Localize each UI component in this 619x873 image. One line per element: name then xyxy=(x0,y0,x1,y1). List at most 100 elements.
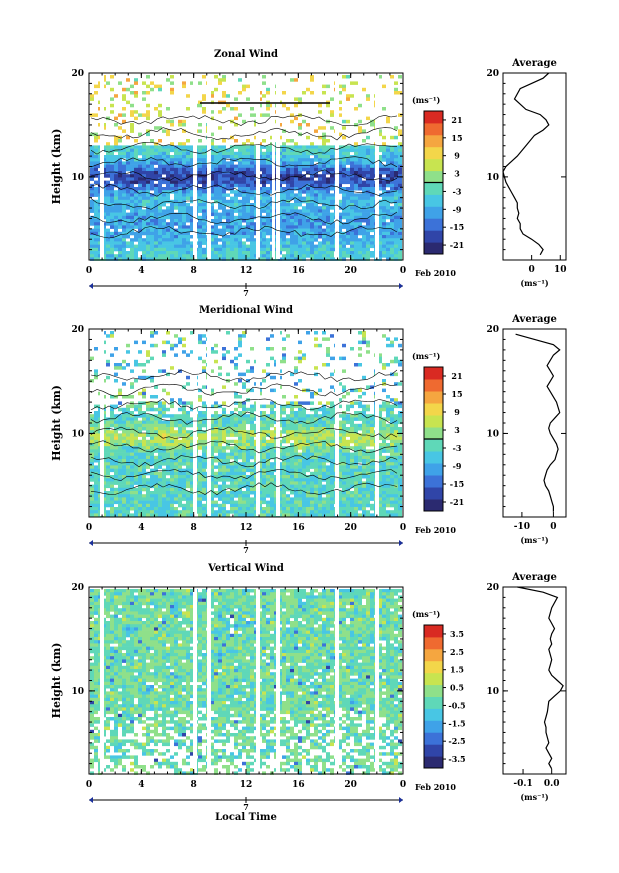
heatmap-cell xyxy=(158,113,162,117)
heatmap-cell xyxy=(394,196,398,201)
heatmap-cell xyxy=(318,183,322,188)
heatmap-cell xyxy=(318,446,322,450)
heatmap-cell xyxy=(134,81,138,85)
heatmap-cell xyxy=(386,446,390,450)
heatmap-cell xyxy=(346,241,350,245)
heatmap-cell xyxy=(186,241,190,245)
heatmap-cell xyxy=(134,199,138,204)
heatmap-cell xyxy=(186,209,190,213)
heatmap-cell xyxy=(330,215,334,220)
heatmap-cell xyxy=(378,359,382,364)
heatmap-cell xyxy=(246,235,250,239)
heatmap-cell xyxy=(266,187,270,191)
heatmap-cell xyxy=(390,398,394,402)
heatmap-cell xyxy=(362,145,366,149)
heatmap-cell xyxy=(358,228,362,233)
heatmap-cell xyxy=(158,439,162,444)
heatmap-cell xyxy=(366,97,370,101)
heatmap-cell xyxy=(122,113,126,117)
heatmap-cell xyxy=(246,420,250,425)
heatmap-cell xyxy=(234,241,238,245)
heatmap-cell xyxy=(354,167,358,172)
heatmap-cell xyxy=(330,145,334,149)
heatmap-cell xyxy=(262,420,266,425)
heatmap-cell xyxy=(166,244,170,249)
heatmap-cell xyxy=(378,411,382,415)
heatmap-cell xyxy=(130,241,134,245)
heatmap-cell xyxy=(306,180,310,185)
heatmap-cell xyxy=(326,465,330,469)
heatmap-cell xyxy=(338,228,342,233)
heatmap-cell xyxy=(226,241,230,245)
heatmap-cell xyxy=(166,247,170,252)
heatmap-cell xyxy=(250,177,254,181)
heatmap-cell xyxy=(382,84,386,89)
heatmap-cell xyxy=(198,446,202,450)
heatmap-cell xyxy=(290,407,294,412)
heatmap-cell xyxy=(134,203,138,207)
heatmap-cell xyxy=(354,196,358,201)
heatmap-cell xyxy=(202,254,206,258)
heatmap-cell xyxy=(142,363,146,367)
heatmap-cell xyxy=(246,446,250,450)
heatmap-cell xyxy=(286,180,290,185)
heatmap-cell xyxy=(370,180,374,185)
heatmap-cell xyxy=(202,238,206,242)
heatmap-cell xyxy=(182,420,186,425)
colorbar-swatch xyxy=(424,170,443,183)
heatmap-cell xyxy=(338,158,342,162)
heatmap-cell xyxy=(306,414,310,418)
heatmap-cell xyxy=(394,87,398,92)
heatmap-cell xyxy=(262,196,266,201)
heatmap-cell xyxy=(350,455,354,460)
heatmap-cell xyxy=(90,436,94,441)
heatmap-cell xyxy=(130,203,134,207)
heatmap-cell xyxy=(218,174,222,178)
heatmap-cell xyxy=(106,203,110,207)
heatmap-cell xyxy=(106,247,110,252)
heatmap-cell xyxy=(134,420,138,425)
heatmap-cell xyxy=(266,225,270,229)
heatmap-cell xyxy=(162,148,166,153)
heatmap-cell xyxy=(214,196,218,201)
heatmap-cell xyxy=(306,247,310,252)
heatmap-cell xyxy=(390,254,394,258)
heatmap-cell xyxy=(166,462,170,466)
heatmap-cell xyxy=(130,452,134,457)
heatmap-cell xyxy=(238,446,242,450)
heatmap-cell xyxy=(246,177,250,181)
heatmap-cell xyxy=(378,459,382,463)
heatmap-cell xyxy=(342,235,346,239)
heatmap-cell xyxy=(282,427,286,431)
heatmap-cell xyxy=(174,187,178,191)
heatmap-cell xyxy=(298,231,302,236)
heatmap-cell xyxy=(306,158,310,162)
heatmap-cell xyxy=(186,203,190,207)
heatmap-cell xyxy=(214,257,218,261)
heatmap-cell xyxy=(110,145,114,149)
heatmap-cell xyxy=(322,158,326,162)
heatmap-cell xyxy=(130,411,134,415)
heatmap-cell xyxy=(286,334,290,338)
heatmap-cell xyxy=(170,251,174,255)
heatmap-cell xyxy=(246,206,250,210)
heatmap-cell xyxy=(302,164,306,169)
heatmap-cell xyxy=(294,449,298,453)
heatmap-cell xyxy=(170,436,174,441)
heatmap-cell xyxy=(130,254,134,258)
heatmap-cell xyxy=(170,203,174,207)
heatmap-cell xyxy=(218,417,222,421)
heatmap-cell xyxy=(294,254,298,258)
heatmap-cell xyxy=(210,190,214,194)
heatmap-cell xyxy=(170,142,174,146)
heatmap-cell xyxy=(230,417,234,421)
heatmap-cell xyxy=(138,455,142,460)
heatmap-cell xyxy=(126,420,130,425)
heatmap-cell xyxy=(118,439,122,444)
heatmap-cell xyxy=(134,148,138,153)
heatmap-cell xyxy=(222,161,226,165)
heatmap-cell xyxy=(222,107,226,111)
heatmap-cell xyxy=(114,228,118,233)
heatmap-cell xyxy=(134,190,138,194)
heatmap-cell xyxy=(378,161,382,165)
